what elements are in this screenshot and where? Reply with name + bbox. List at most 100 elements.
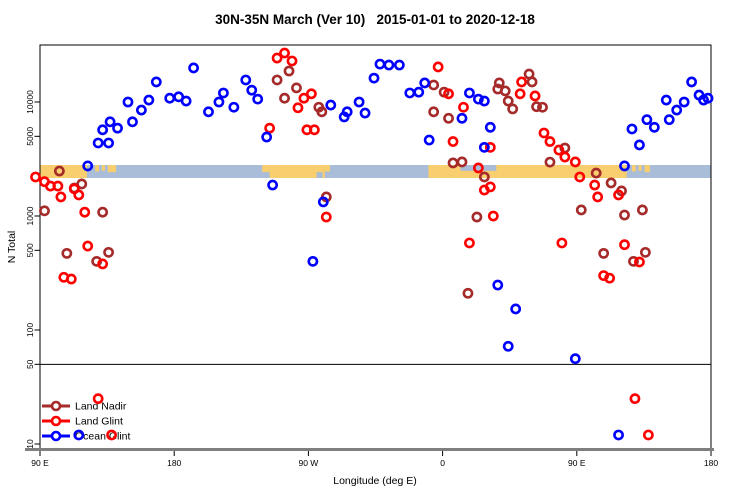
data-point-ocean-glint <box>317 196 329 208</box>
data-point-land-glint <box>443 88 454 100</box>
legend-marker-land-nadir <box>50 400 62 412</box>
y-tick-label: 50 <box>25 359 35 369</box>
data-point-land-glint <box>79 206 91 218</box>
data-point-land-glint <box>516 76 528 88</box>
map-band-ocean-segment <box>460 165 497 171</box>
data-point-ocean-glint <box>626 123 638 135</box>
data-point-ocean-glint <box>456 112 468 124</box>
data-point-land-glint <box>97 258 109 270</box>
x-tick-label: 0 <box>440 458 445 468</box>
data-point-land-glint <box>484 141 496 153</box>
data-point-land-nadir <box>639 246 651 258</box>
data-point-land-glint <box>55 191 67 203</box>
data-point-land-nadir <box>103 246 114 258</box>
data-point-ocean-glint <box>112 122 123 134</box>
data-point-ocean-glint <box>383 59 395 71</box>
data-point-land-glint <box>308 124 320 136</box>
data-point-land-glint <box>305 88 317 100</box>
data-point-land-nadir <box>316 106 328 118</box>
data-point-ocean-glint <box>404 87 416 99</box>
data-point-ocean-glint <box>510 303 522 315</box>
data-point-land-nadir <box>428 106 440 118</box>
data-point-land-glint <box>574 171 586 183</box>
legend-marker-ocean-glint <box>50 430 62 442</box>
data-point-land-glint <box>279 47 290 59</box>
data-point-ocean-glint <box>325 99 337 111</box>
data-point-ocean-glint <box>228 101 240 113</box>
data-point-land-nadir <box>76 178 88 190</box>
data-point-land-glint <box>106 429 117 441</box>
data-point-land-glint <box>553 144 565 156</box>
data-point-ocean-glint <box>478 141 490 153</box>
y-tick-label: 500 <box>25 243 35 257</box>
legend-label-land-glint: Land Glint <box>75 416 123 428</box>
data-point-land-glint <box>432 61 444 73</box>
data-point-land-glint <box>472 162 484 174</box>
data-point-ocean-glint <box>127 116 138 128</box>
data-point-land-glint <box>271 52 283 64</box>
data-point-land-nadir <box>471 211 483 223</box>
data-point-ocean-glint <box>122 96 134 108</box>
data-point-ocean-glint <box>341 106 353 118</box>
x-axis-label: Longitude (deg E) <box>333 475 417 487</box>
data-point-ocean-glint <box>413 86 425 98</box>
data-point-ocean-glint <box>641 114 653 126</box>
map-band-land-segment <box>644 165 650 173</box>
data-point-land-glint <box>286 55 298 67</box>
data-point-land-nadir <box>531 101 542 113</box>
map-band-land-segment <box>269 165 325 178</box>
map-band-ocean-segment <box>316 172 323 178</box>
x-tick-label: 180 <box>704 458 718 468</box>
data-point-ocean-glint <box>150 76 162 88</box>
data-point-land-nadir <box>462 287 474 299</box>
data-point-ocean-glint <box>240 74 252 86</box>
data-point-ocean-glint <box>678 96 690 108</box>
y-tick-label: 10000 <box>25 90 35 114</box>
x-tick-label: 90 E <box>31 458 49 468</box>
data-point-land-nadir <box>628 255 639 267</box>
data-point-land-nadir <box>575 204 587 216</box>
data-point-ocean-glint <box>213 96 225 108</box>
data-point-land-glint <box>592 191 604 203</box>
data-point-land-nadir <box>605 177 617 189</box>
map-band-land-segment <box>107 165 117 173</box>
data-point-land-glint <box>92 393 104 405</box>
data-point-ocean-glint <box>393 59 405 71</box>
data-point-land-nadir <box>537 101 548 113</box>
data-point-ocean-glint <box>671 104 683 116</box>
data-point-land-glint <box>619 239 630 251</box>
data-point-ocean-glint <box>368 72 380 84</box>
data-point-ocean-glint <box>484 121 496 133</box>
data-point-land-glint <box>559 151 571 163</box>
x-tick-label: 90 E <box>568 458 586 468</box>
data-point-ocean-glint <box>73 429 85 441</box>
data-point-land-nadir <box>544 156 556 168</box>
data-point-ocean-glint <box>660 94 672 106</box>
data-point-land-glint <box>642 429 654 441</box>
data-point-ocean-glint <box>359 107 371 119</box>
data-point-land-nadir <box>53 165 65 177</box>
data-point-land-nadir <box>447 157 459 169</box>
data-point-ocean-glint <box>92 137 104 149</box>
data-point-ocean-glint <box>261 131 273 143</box>
data-point-ocean-glint <box>492 279 504 291</box>
data-point-land-glint <box>487 210 499 222</box>
data-point-land-nadir <box>507 103 519 115</box>
data-point-ocean-glint <box>164 92 176 104</box>
map-band-land-segment <box>324 165 331 172</box>
data-point-land-glint <box>292 102 304 114</box>
data-point-ocean-glint <box>634 139 645 151</box>
data-point-land-nadir <box>279 92 290 104</box>
data-point-land-nadir <box>271 74 283 86</box>
data-point-land-nadir <box>598 247 610 259</box>
data-point-land-glint <box>613 189 624 201</box>
y-tick-label: 100 <box>25 323 35 337</box>
data-point-land-nadir <box>590 167 602 179</box>
data-point-land-glint <box>52 180 64 192</box>
legend-label-land-nadir: Land Nadir <box>75 401 127 413</box>
data-point-land-glint <box>73 189 85 201</box>
map-band-land-segment <box>631 165 636 172</box>
data-point-land-nadir <box>97 206 109 218</box>
